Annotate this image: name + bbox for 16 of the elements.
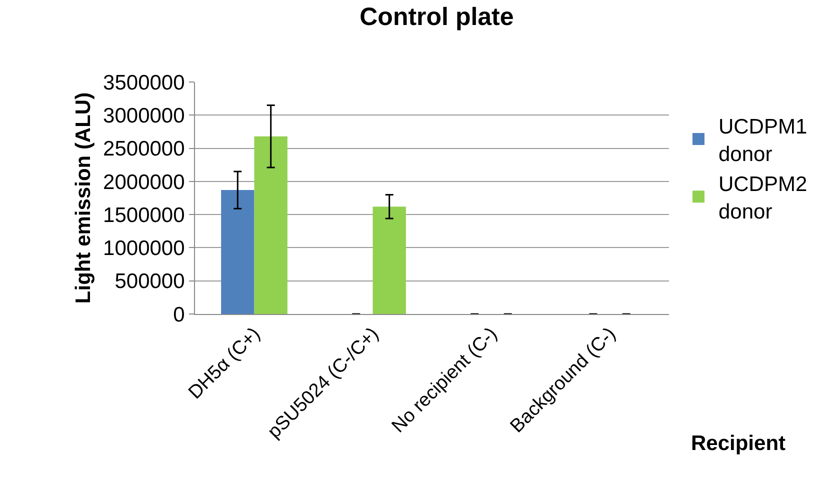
bar [254, 136, 288, 314]
y-tick-label: 2000000 [103, 170, 185, 194]
y-tick-label: 1000000 [103, 237, 185, 260]
chart-title: Control plate [360, 2, 514, 31]
y-tick-label: 1500000 [103, 204, 185, 227]
y-tick-label: 3000000 [103, 104, 185, 128]
y-tick-label: 3500000 [103, 71, 185, 94]
y-tick-label: 0 [173, 303, 185, 326]
y-tick-label: 500000 [114, 270, 185, 294]
legend-label: UCDPM2 donor [718, 173, 808, 224]
legend-label: UCDPM1 donor [718, 116, 808, 166]
bar [372, 206, 406, 314]
x-axis-title: Recipient [691, 432, 786, 455]
y-tick-label: 2500000 [103, 138, 185, 161]
bar [221, 190, 254, 314]
y-axis-title: Light emission (ALU) [72, 92, 96, 304]
